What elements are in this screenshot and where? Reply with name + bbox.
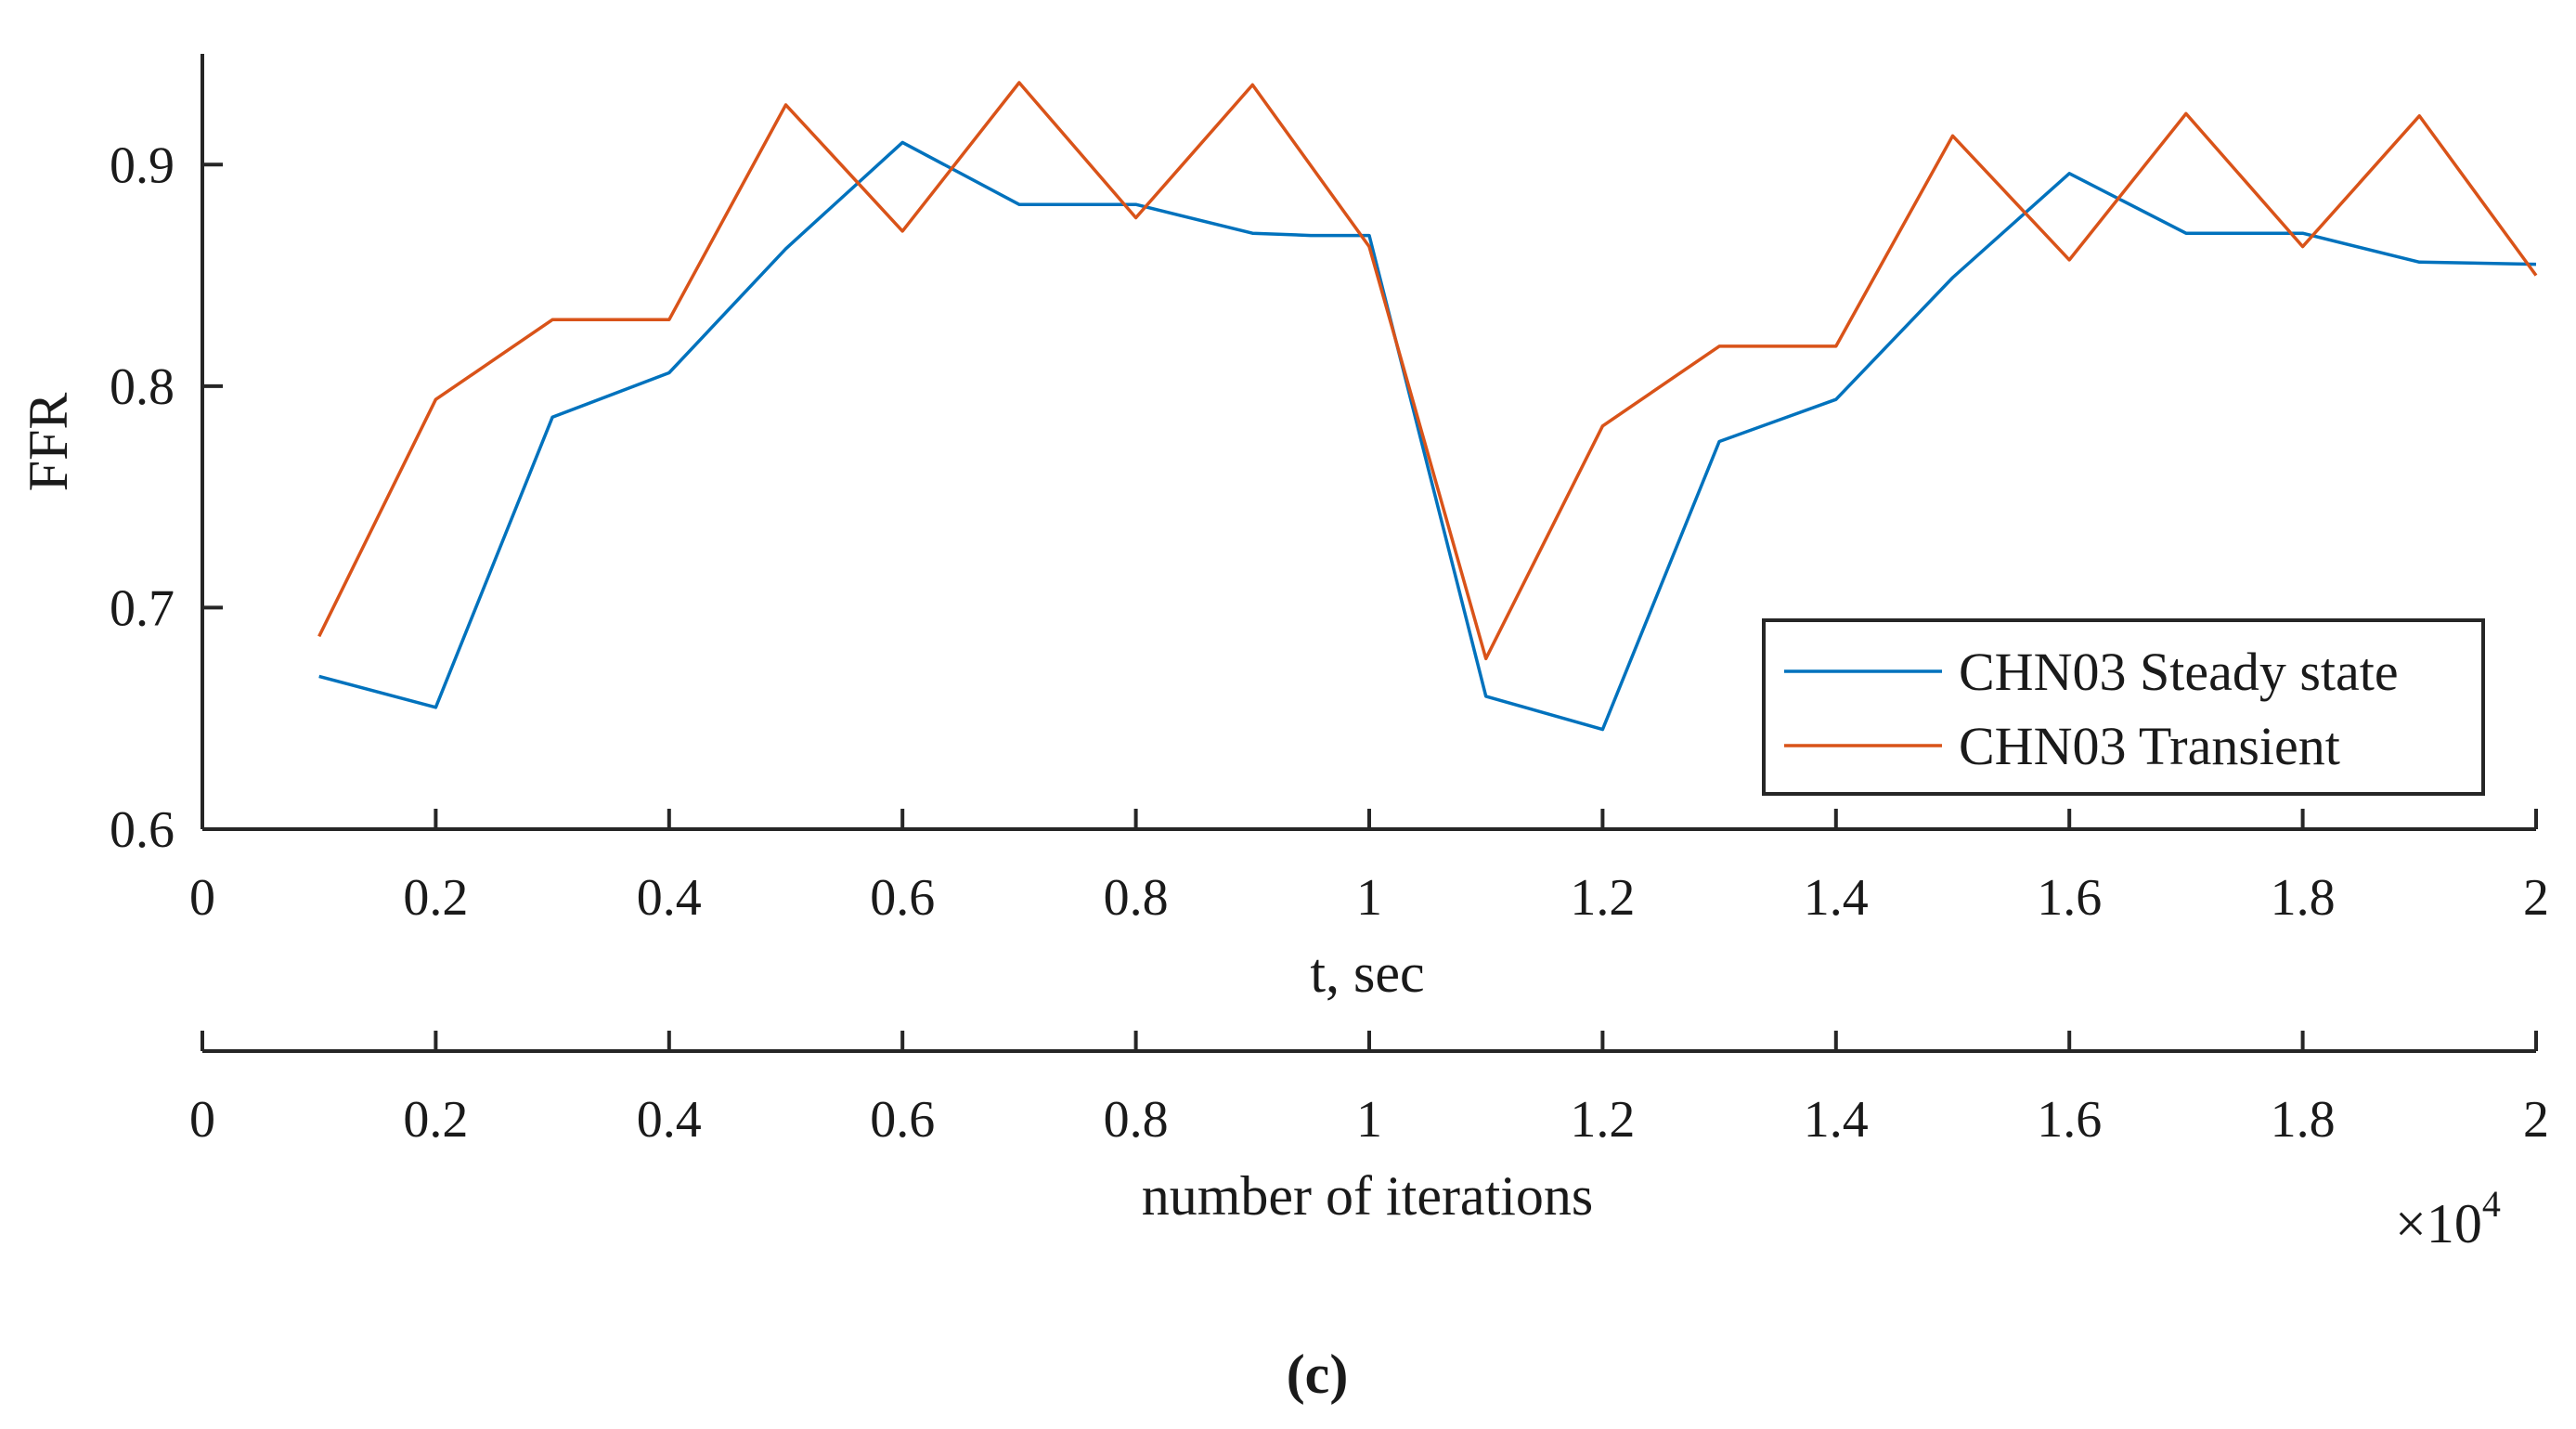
secondary-x-tick-label: 1.6 xyxy=(2037,1091,2102,1149)
secondary-x-tick-label: 0.8 xyxy=(1104,1091,1169,1149)
secondary-x-tick-label: 0.4 xyxy=(637,1091,702,1149)
labels: FFR t, sec number of iterations ×104 (c) xyxy=(18,393,2501,1405)
secondary-x-tick-label: 0.2 xyxy=(403,1091,468,1149)
legend-box xyxy=(1762,618,2485,796)
series-line xyxy=(318,140,2537,732)
x-tick-label: 1.4 xyxy=(1804,869,1869,927)
y-tick-label: 0.7 xyxy=(110,579,175,637)
x-tick-label: 0 xyxy=(189,869,215,927)
secondary-x-tick-label: 1.4 xyxy=(1804,1091,1869,1149)
y-tick-label: 0.8 xyxy=(110,358,175,416)
secondary-x-tick-label: 1 xyxy=(1356,1091,1382,1149)
secondary-axis-multiplier: ×104 xyxy=(2395,1183,2501,1254)
secondary-x-tick-label: 1.2 xyxy=(1570,1091,1635,1149)
panel-label: (c) xyxy=(1287,1344,1349,1405)
multiplier-exponent: 4 xyxy=(2482,1183,2501,1225)
x-tick-label: 1.6 xyxy=(2037,869,2102,927)
y-axis-title: FFR xyxy=(18,393,79,492)
series-layer xyxy=(317,81,2538,732)
series-line xyxy=(317,81,2538,661)
axes: 0 0.2 0.4 0.6 0.8 1 1.2 1.4 1.6 1.8 2 0.6 0.7 0.8 0.9 0… xyxy=(110,54,2549,1149)
x-tick-label: 0.4 xyxy=(637,869,702,927)
legend-label: CHN03 Transient xyxy=(1959,716,2340,776)
x-tick-label: 1.8 xyxy=(2271,869,2336,927)
multiplier-base: ×10 xyxy=(2395,1193,2482,1254)
secondary-x-tick-label: 0.6 xyxy=(870,1091,935,1149)
secondary-x-axis-title: number of iterations xyxy=(1142,1165,1594,1227)
secondary-x-tick-label: 2 xyxy=(2523,1091,2549,1149)
x-tick-label: 0.8 xyxy=(1104,869,1169,927)
y-tick-label: 0.9 xyxy=(110,136,175,194)
legend: CHN03 Steady state CHN03 Transient xyxy=(1762,618,2485,796)
legend-label: CHN03 Steady state xyxy=(1959,642,2399,702)
x-tick-label: 1.2 xyxy=(1570,869,1635,927)
secondary-x-tick-label: 0 xyxy=(189,1091,215,1149)
x-tick-label: 0.6 xyxy=(870,869,935,927)
x-tick-label: 1 xyxy=(1356,869,1382,927)
x-tick-label: 0.2 xyxy=(403,869,468,927)
y-tick-label: 0.6 xyxy=(110,801,175,859)
x-tick-label: 2 xyxy=(2523,869,2549,927)
x-axis-title: t, sec xyxy=(1310,942,1424,1004)
secondary-x-tick-label: 1.8 xyxy=(2271,1091,2336,1149)
